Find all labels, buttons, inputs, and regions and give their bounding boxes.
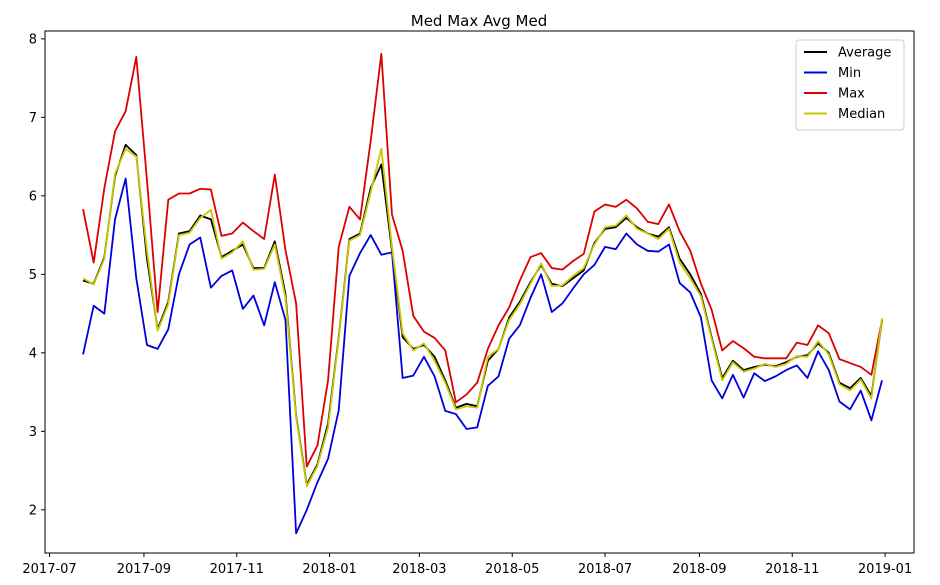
legend-label-average: Average bbox=[838, 46, 891, 61]
x-tick-label: 2018-01 bbox=[302, 562, 356, 577]
y-tick-label: 7 bbox=[29, 111, 37, 126]
x-tick-label: 2018-09 bbox=[672, 562, 726, 577]
x-axis-ticks: 2017-07 2017-09 2017-11 2018-01 2018-03 2018-… bbox=[22, 553, 912, 577]
series-line-min bbox=[82, 177, 883, 535]
plot-area-frame bbox=[44, 30, 915, 554]
legend: Average Min Max Median bbox=[795, 39, 905, 131]
series-line-median bbox=[82, 147, 883, 488]
legend-label-max: Max bbox=[838, 87, 865, 102]
y-tick-label: 6 bbox=[29, 189, 37, 204]
x-tick-label: 2019-01 bbox=[858, 562, 912, 577]
y-axis-ticks: 2 3 4 5 6 7 8 bbox=[29, 32, 45, 518]
x-tick-label: 2017-07 bbox=[22, 562, 76, 577]
y-tick-label: 2 bbox=[29, 503, 37, 518]
x-tick-label: 2018-11 bbox=[765, 562, 819, 577]
y-tick-label: 5 bbox=[29, 268, 37, 283]
y-tick-label: 3 bbox=[29, 425, 37, 440]
legend-box bbox=[795, 39, 905, 131]
chart-title: Med Max Avg Med bbox=[411, 12, 547, 30]
x-tick-label: 2017-11 bbox=[210, 562, 264, 577]
x-tick-label: 2018-07 bbox=[578, 562, 632, 577]
series-line-max bbox=[82, 52, 883, 468]
legend-label-median: Median bbox=[838, 107, 885, 122]
x-tick-label: 2017-09 bbox=[117, 562, 171, 577]
y-tick-label: 4 bbox=[29, 346, 37, 361]
x-tick-label: 2018-05 bbox=[485, 562, 539, 577]
x-tick-label: 2018-03 bbox=[392, 562, 446, 577]
legend-label-min: Min bbox=[838, 66, 861, 81]
series-layer bbox=[82, 52, 883, 535]
y-tick-label: 8 bbox=[29, 32, 37, 47]
